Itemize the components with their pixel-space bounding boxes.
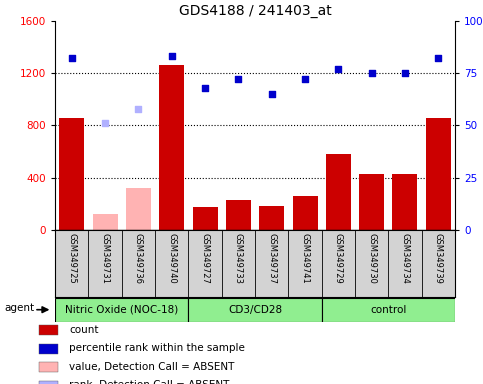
Bar — [93, 214, 117, 230]
Bar — [40, 344, 58, 354]
Bar — [126, 188, 151, 230]
FancyBboxPatch shape — [55, 298, 188, 322]
Text: GSM349733: GSM349733 — [234, 233, 243, 285]
Text: GSM349725: GSM349725 — [67, 233, 76, 284]
Text: GSM349727: GSM349727 — [200, 233, 210, 284]
Point — [301, 76, 309, 83]
Bar — [393, 174, 417, 230]
Bar — [226, 200, 251, 230]
Text: GSM349734: GSM349734 — [400, 233, 410, 284]
Text: GSM349731: GSM349731 — [100, 233, 110, 284]
Bar — [259, 206, 284, 230]
Bar — [40, 381, 58, 384]
Bar — [59, 118, 84, 230]
Text: agent: agent — [4, 303, 34, 313]
Text: GSM349741: GSM349741 — [300, 233, 310, 284]
Point — [235, 76, 242, 83]
Bar — [40, 325, 58, 335]
FancyBboxPatch shape — [322, 298, 455, 322]
Text: GSM349729: GSM349729 — [334, 233, 343, 284]
Text: value, Detection Call = ABSENT: value, Detection Call = ABSENT — [69, 362, 234, 372]
Text: GSM349736: GSM349736 — [134, 233, 143, 285]
Point — [435, 55, 442, 61]
Text: percentile rank within the sample: percentile rank within the sample — [69, 343, 245, 353]
Text: control: control — [370, 305, 407, 315]
Point — [335, 66, 342, 72]
Bar — [426, 118, 451, 230]
FancyBboxPatch shape — [188, 298, 322, 322]
Text: GSM349740: GSM349740 — [167, 233, 176, 284]
Bar — [359, 174, 384, 230]
Bar — [40, 362, 58, 372]
Point — [401, 70, 409, 76]
Text: GSM349737: GSM349737 — [267, 233, 276, 285]
Text: CD3/CD28: CD3/CD28 — [228, 305, 282, 315]
Point — [68, 55, 76, 61]
Point — [268, 91, 276, 97]
Bar — [193, 207, 217, 230]
Bar — [159, 65, 184, 230]
Text: rank, Detection Call = ABSENT: rank, Detection Call = ABSENT — [69, 380, 229, 384]
Point — [201, 84, 209, 91]
Bar — [326, 154, 351, 230]
Text: Nitric Oxide (NOC-18): Nitric Oxide (NOC-18) — [65, 305, 178, 315]
Point — [135, 106, 142, 112]
Point — [101, 120, 109, 126]
Text: GSM349730: GSM349730 — [367, 233, 376, 284]
Text: GSM349739: GSM349739 — [434, 233, 443, 284]
Title: GDS4188 / 241403_at: GDS4188 / 241403_at — [179, 4, 331, 18]
Point — [168, 53, 176, 60]
Text: count: count — [69, 325, 99, 335]
Bar — [293, 196, 317, 230]
Point — [368, 70, 376, 76]
